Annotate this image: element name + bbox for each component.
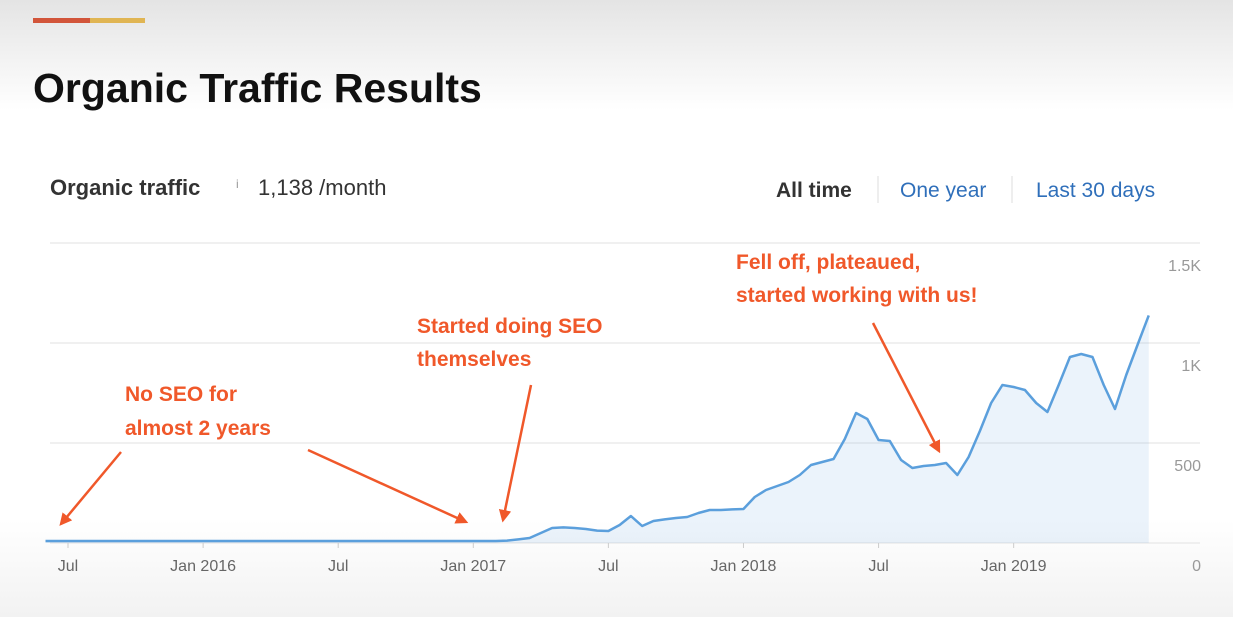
x-tick-label: Jan 2018 — [711, 558, 777, 575]
annotation: No SEO for — [125, 383, 237, 406]
y-tick-label: 1K — [1181, 358, 1201, 375]
annotation: almost 2 years — [125, 417, 271, 440]
x-tick-label: Jan 2016 — [170, 558, 236, 575]
x-tick-label: Jul — [868, 558, 888, 575]
y-tick-label: 0 — [1192, 558, 1201, 575]
line — [45, 314, 1150, 543]
accent-bar — [90, 18, 145, 23]
y-tick-label: 1.5K — [1168, 258, 1201, 275]
arrow — [498, 384, 533, 523]
x-tick-label: Jul — [598, 558, 618, 575]
annotation: started working with us! — [736, 284, 978, 307]
y-tick-label: 500 — [1174, 458, 1201, 475]
tab[interactable]: Last 30 days — [1036, 179, 1155, 202]
tab[interactable]: One year — [900, 179, 986, 202]
annotation: themselves — [417, 348, 531, 371]
x-tick-label: Jan 2017 — [440, 558, 506, 575]
accent-bar — [33, 18, 90, 23]
x-tick-label: Jan 2019 — [981, 558, 1047, 575]
plot: 0 500 1K 1.5K Jul Jan 2016 Jul Jan 2017 Jul Jan 2… — [45, 242, 1201, 575]
annotation: Fell off, plateaued, — [736, 251, 920, 274]
summary: 1,138 /month — [258, 175, 386, 200]
slide-title: Organic Traffic Results — [33, 65, 482, 111]
chart-title: Organic traffic — [50, 175, 200, 200]
arrow — [871, 322, 941, 454]
annotation-arrows — [59, 322, 941, 526]
arrow — [307, 448, 469, 524]
x-tick-label: Jul — [58, 558, 78, 575]
area — [45, 315, 1149, 543]
tab[interactable]: All time — [776, 179, 852, 202]
x-tick-label: Jul — [328, 558, 348, 575]
arrow — [59, 451, 122, 526]
annotation: Started doing SEO — [417, 315, 603, 338]
info-icon[interactable]: i — [236, 177, 239, 191]
